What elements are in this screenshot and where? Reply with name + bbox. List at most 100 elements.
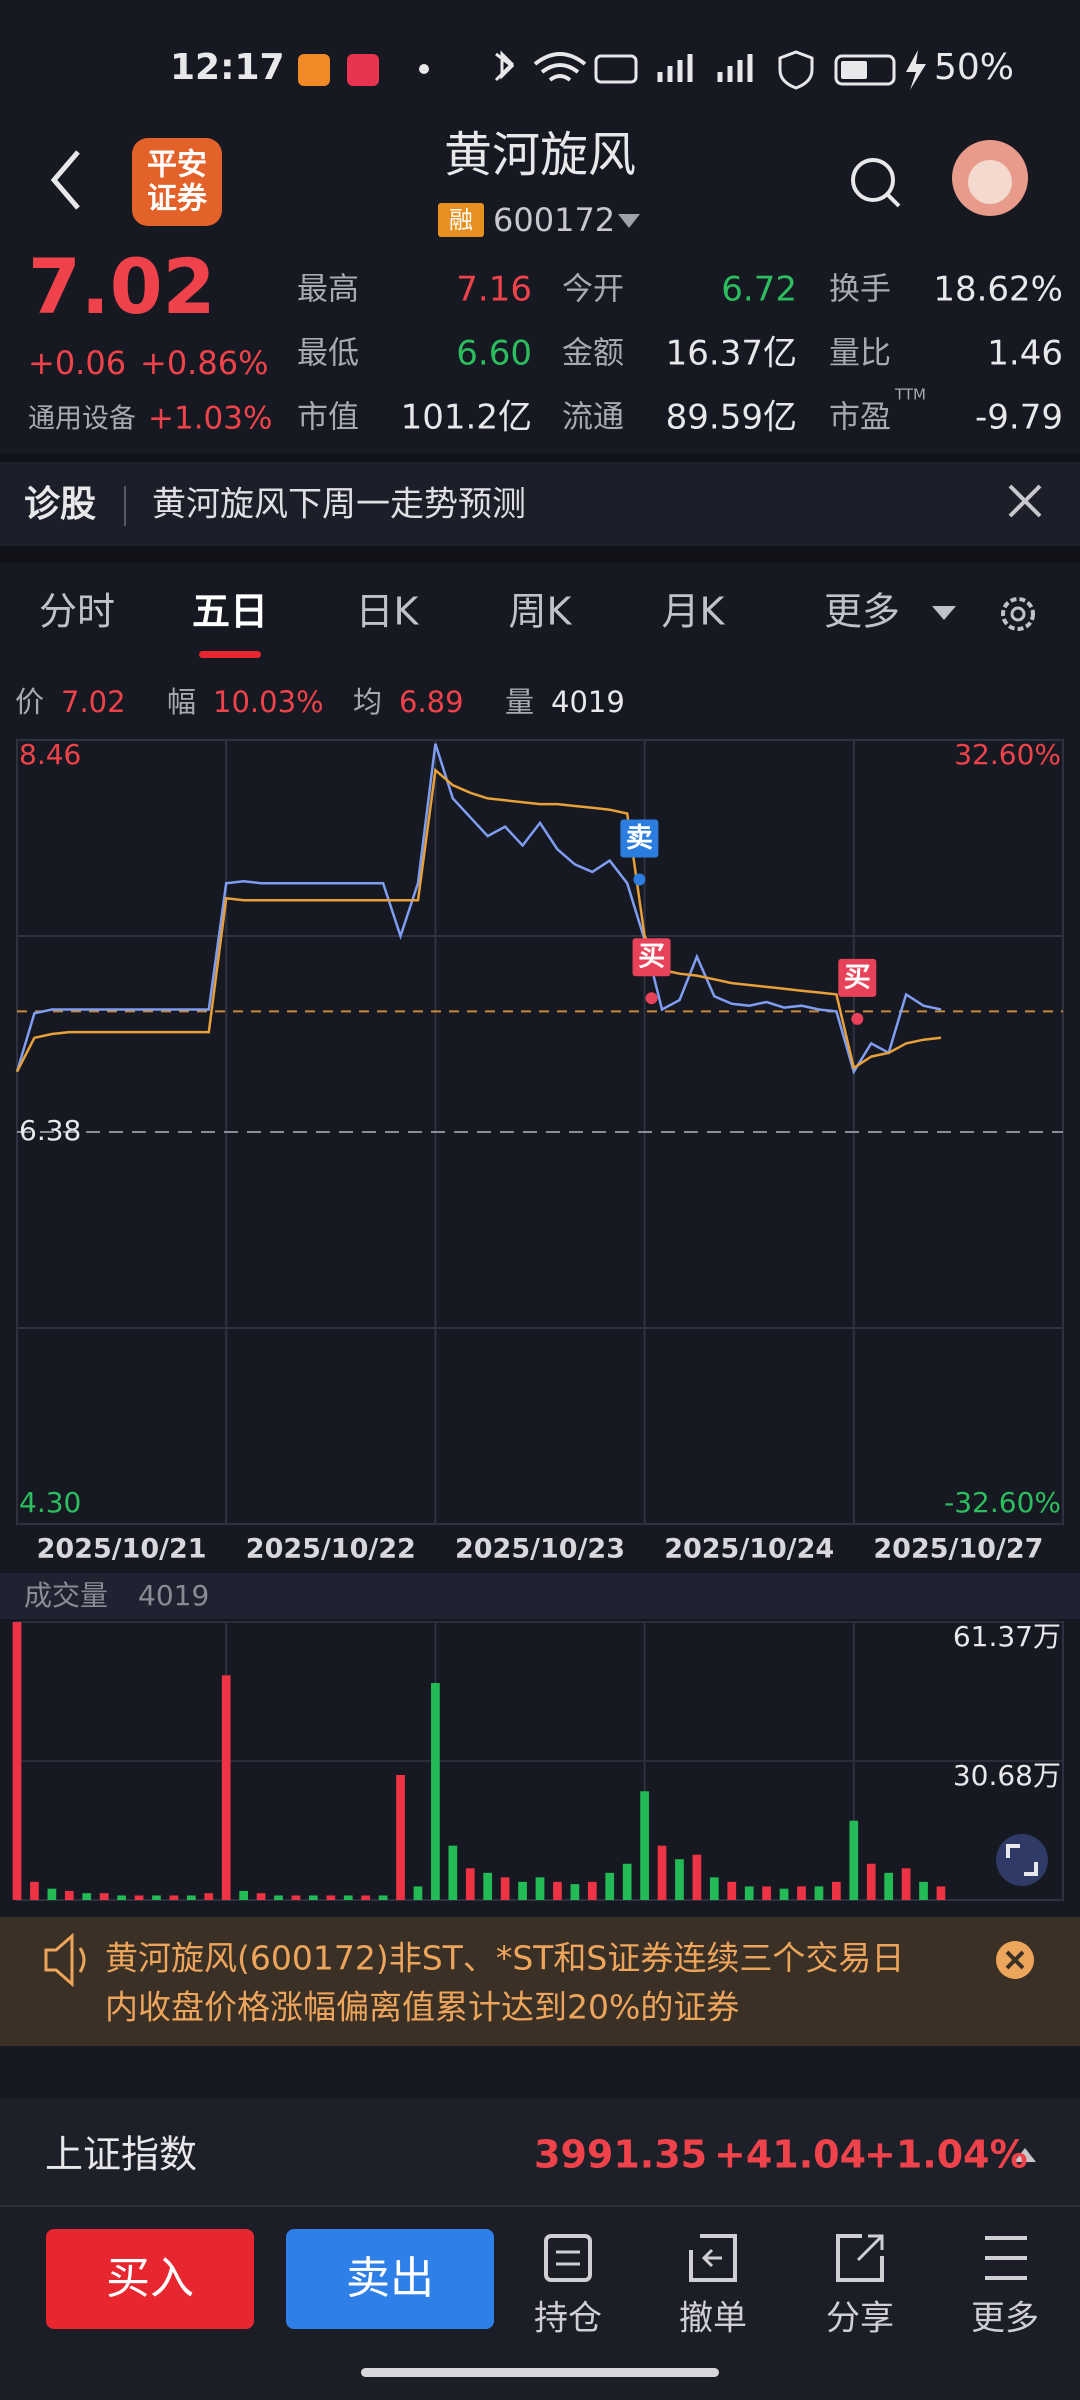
more-dropdown[interactable] — [932, 606, 956, 620]
volume-bar — [622, 1863, 632, 1900]
info-value: 10.03% — [213, 685, 324, 719]
volume-bar — [553, 1881, 562, 1900]
logo-text: 证券 — [147, 182, 208, 217]
trade-dot — [645, 992, 658, 1005]
stat-value: 6.72 — [721, 270, 797, 310]
volume-bar — [936, 1886, 946, 1900]
volume-title: 成交量 — [24, 1579, 108, 1612]
change-pct: +0.86% — [140, 344, 268, 382]
index-bar-bg[interactable] — [0, 2099, 1080, 2206]
avatar-face — [968, 160, 1012, 204]
nav-label[interactable]: 分享 — [826, 2299, 894, 2339]
y2-tick-label: -32.60% — [944, 1486, 1061, 1519]
volume-bar — [640, 1791, 649, 1900]
hd-icon — [594, 54, 638, 84]
volume-header-bg — [0, 1573, 1080, 1619]
price: 7.02 — [28, 242, 216, 331]
index-name: 上证指数 — [45, 2133, 197, 2177]
close-banner[interactable] — [1008, 484, 1042, 518]
index-change: +41.04 — [714, 2133, 866, 2177]
search-button[interactable] — [851, 158, 895, 202]
nav-label[interactable]: 更多 — [971, 2299, 1039, 2339]
margin-badge: 融 — [449, 206, 473, 234]
index-pct: +1.04% — [864, 2133, 1028, 2177]
notice-bg — [0, 1917, 1080, 2046]
wifi-icon — [533, 52, 587, 82]
volume-bar — [919, 1881, 928, 1900]
banner-bg — [0, 462, 1080, 546]
nav-label[interactable]: 撤单 — [679, 2299, 747, 2339]
divider — [0, 546, 1080, 563]
tab[interactable]: 分时 — [39, 590, 115, 634]
stat-label: 量比 — [829, 336, 891, 372]
stat-sup: TTM — [894, 386, 926, 404]
volume-bar — [82, 1893, 92, 1900]
settings-button[interactable] — [1001, 597, 1035, 631]
volume-bar — [361, 1895, 371, 1900]
volume-bar — [30, 1881, 39, 1900]
battery-percent: 50% — [934, 47, 1014, 88]
stat-label: 最低 — [297, 336, 359, 372]
clock: 12:17 — [170, 47, 285, 88]
index-expand[interactable] — [1014, 2148, 1036, 2162]
x-tick-label: 2025/10/24 — [664, 1534, 834, 1565]
volume-bar — [396, 1774, 405, 1900]
volume-bar — [727, 1881, 737, 1900]
divider — [0, 454, 1080, 462]
sell-button[interactable] — [286, 2229, 494, 2329]
cancel-icon — [689, 2234, 737, 2282]
sector-pct: +1.03% — [148, 401, 272, 437]
info-label: 价 — [15, 685, 44, 719]
tab[interactable]: 五日 — [192, 590, 268, 634]
holdings-icon — [544, 2234, 592, 2282]
volume-bar — [866, 1863, 876, 1900]
logo-text: 平安 — [147, 148, 207, 183]
volume-bar — [605, 1872, 615, 1900]
charging-icon — [906, 50, 926, 90]
banner-tag: 诊股 — [24, 484, 96, 525]
volume-bar — [309, 1895, 318, 1900]
volume-bar — [692, 1854, 702, 1900]
buy-label[interactable]: 买入 — [106, 2253, 194, 2304]
y-tick-label: 8.46 — [19, 738, 81, 771]
sell-label[interactable]: 卖出 — [346, 2253, 434, 2304]
volume-bar — [343, 1895, 353, 1900]
volume-bar — [483, 1872, 493, 1900]
signal-icon — [657, 54, 693, 82]
settings-center — [1010, 606, 1026, 622]
tab[interactable]: 周K — [509, 590, 573, 634]
stat-label: 换手 — [829, 272, 891, 308]
volume-bar — [64, 1890, 74, 1900]
notice-text: 内收盘价格涨幅偏离值累计达到20%的证券 — [105, 1988, 739, 2027]
volume-bar — [762, 1886, 771, 1900]
volume-bar — [744, 1886, 754, 1900]
volume-bar — [256, 1893, 266, 1900]
home-indicator[interactable] — [361, 2368, 719, 2377]
share-glyph — [856, 2234, 884, 2262]
volume-bar — [152, 1895, 161, 1900]
more-icon — [985, 2236, 1027, 2280]
volume-bar — [779, 1888, 789, 1900]
buy-button[interactable] — [46, 2229, 254, 2329]
y-tick-label: 6.38 — [19, 1114, 81, 1147]
back-button[interactable] — [50, 150, 80, 210]
signal-icon — [717, 54, 753, 82]
cancel-glyph — [701, 2248, 722, 2268]
stat-label: 市盈 — [829, 400, 891, 436]
tab[interactable]: 月K — [662, 590, 726, 634]
stat-value: 7.16 — [456, 270, 532, 310]
stat-label: 流通 — [562, 400, 624, 436]
trade-tag-text: 买 — [638, 942, 665, 973]
volume-bar — [570, 1884, 580, 1900]
volume-bar — [587, 1881, 597, 1900]
nav-label[interactable]: 持仓 — [534, 2299, 602, 2339]
volume-bar — [797, 1886, 806, 1900]
banner-text[interactable]: 黄河旋风下周一走势预测 — [152, 485, 526, 525]
tab[interactable]: 日K — [356, 590, 420, 634]
tab[interactable]: 更多 — [824, 590, 900, 634]
holdings-glyph — [556, 2250, 580, 2266]
volume-bar — [901, 1868, 911, 1900]
expand-button[interactable] — [996, 1834, 1048, 1886]
code-dropdown[interactable] — [618, 214, 640, 228]
